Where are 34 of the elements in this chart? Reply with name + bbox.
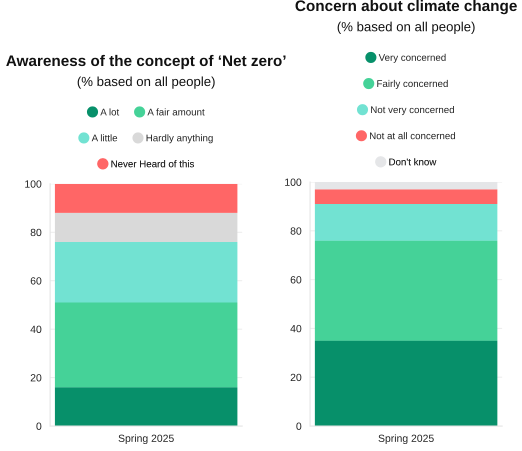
chart-title: Concern about climate change xyxy=(296,0,517,14)
legend-label: Don't know xyxy=(389,158,436,166)
legend-label: Hardly anything xyxy=(146,134,213,144)
legend-label: Not at all concerned xyxy=(370,132,456,140)
y-tick-label: 0 xyxy=(296,422,302,430)
y-tick-label: 40 xyxy=(30,326,42,334)
y-tick-label: 100 xyxy=(25,180,42,188)
legend-label: A lot xyxy=(100,108,120,116)
y-tick-label: 40 xyxy=(290,324,302,332)
x-tick-label: Spring 2025 xyxy=(118,434,174,444)
y-tick-label: 0 xyxy=(36,422,42,430)
bar xyxy=(54,212,238,242)
chart-subtitle: (% based on all people) xyxy=(338,22,475,34)
legend-label: A little xyxy=(92,134,118,142)
y-tick-label: 60 xyxy=(30,277,42,285)
legend-label: Fairly concerned xyxy=(377,80,448,89)
y-tick-label: 60 xyxy=(290,276,302,284)
legend-label: Very concerned xyxy=(378,54,446,63)
bar xyxy=(54,242,238,302)
y-tick-label: 20 xyxy=(290,374,302,382)
y-tick-label: 100 xyxy=(285,178,302,186)
legend-label: Not very concerned xyxy=(371,106,454,116)
bar xyxy=(314,204,498,241)
chart-title: Awareness of the concept of ‘Net zero’ xyxy=(6,54,286,70)
legend-label: Never Heard of this xyxy=(111,160,194,168)
bar xyxy=(54,387,238,426)
x-tick-label: Spring 2025 xyxy=(378,434,434,444)
y-tick-label: 80 xyxy=(290,227,302,235)
y-tick-label: 80 xyxy=(30,228,42,236)
bar xyxy=(54,184,238,213)
legend-label: A fair amount xyxy=(147,108,205,116)
chart-subtitle: (% based on all people) xyxy=(78,76,215,89)
y-tick-label: 20 xyxy=(30,374,42,382)
bar xyxy=(314,189,498,204)
